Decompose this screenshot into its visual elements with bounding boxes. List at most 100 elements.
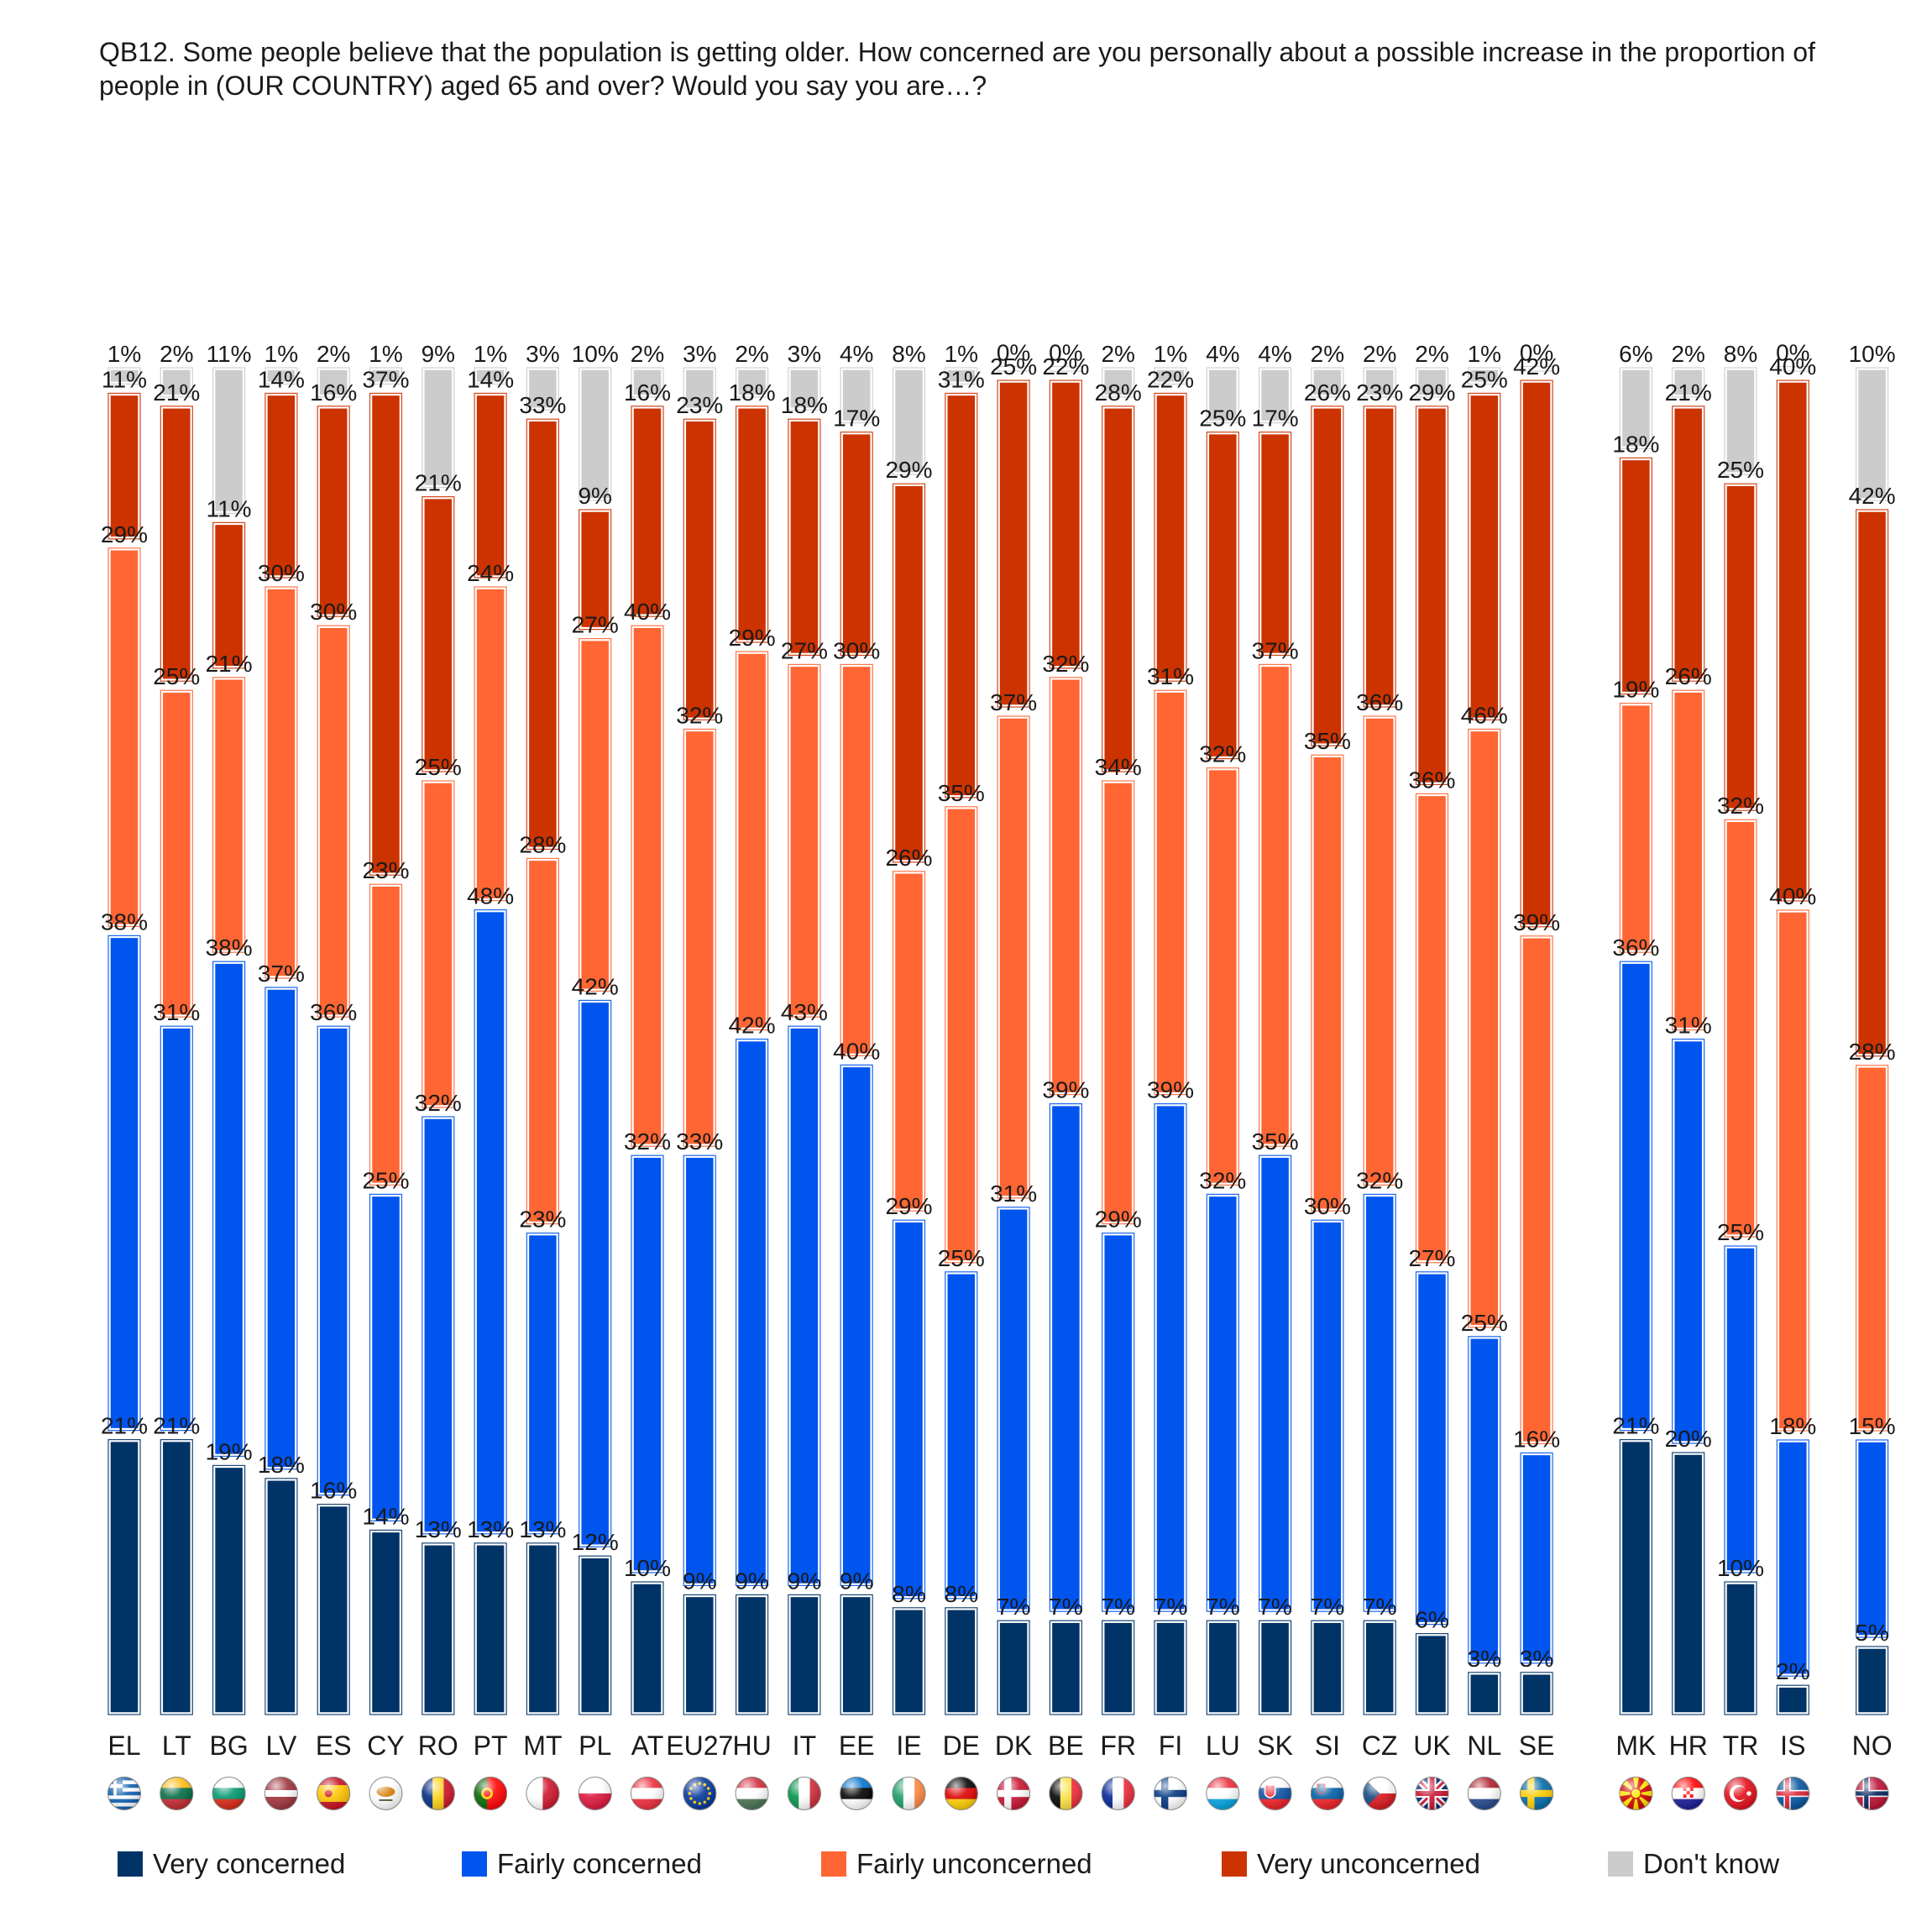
bar-outline-at-fairly-concerned — [631, 1154, 664, 1573]
bar-outline-tr-very-concerned — [1724, 1581, 1757, 1715]
bar-outline-ro-don-t-know — [421, 367, 455, 489]
bar-fi-very-unconcerned — [1155, 394, 1186, 680]
denmark-flag-icon — [997, 1777, 1031, 1810]
category-label-pt: PT — [474, 1730, 508, 1761]
bar-fr-don-t-know — [1102, 369, 1134, 396]
bar-hu-fairly-unconcerned — [736, 652, 767, 1029]
value-label-mt-fairly-unconcerned: 28% — [519, 831, 566, 857]
bar-outline-eu27-don-t-know — [683, 367, 716, 411]
bar-outline-hu-very-concerned — [735, 1594, 769, 1715]
value-label-pl-very-concerned: 12% — [572, 1529, 619, 1555]
bar-outline-be-very-concerned — [1049, 1620, 1083, 1715]
bar-outline-sk-fairly-concerned — [1258, 1154, 1292, 1612]
bar-is-fairly-unconcerned — [1778, 911, 1809, 1430]
bar-outline-bg-fairly-unconcerned — [212, 677, 246, 953]
bar-outline-ee-fairly-unconcerned — [840, 663, 873, 1057]
value-label-fi-very-concerned: 7% — [1154, 1594, 1187, 1620]
value-label-eu27-fairly-unconcerned: 32% — [676, 702, 723, 728]
bar-si-fairly-concerned — [1312, 1221, 1343, 1610]
bar-ie-very-concerned — [893, 1609, 924, 1714]
value-label-mt-very-concerned: 13% — [519, 1516, 566, 1542]
category-label-es: ES — [316, 1730, 352, 1761]
value-label-hu-very-unconcerned: 18% — [729, 380, 776, 406]
bar-outline-sk-very-concerned — [1258, 1620, 1292, 1715]
bar-hr-fairly-concerned — [1673, 1039, 1704, 1442]
bar-ro-very-unconcerned — [423, 497, 453, 771]
bar-outline-bg-very-concerned — [212, 1464, 246, 1715]
bar-uk-very-unconcerned — [1416, 407, 1448, 784]
bar-outline-de-very-concerned — [945, 1607, 978, 1715]
bar-outline-pt-very-unconcerned — [474, 392, 507, 579]
bar-be-very-unconcerned — [1050, 381, 1081, 668]
category-labels-layer: EL LT BG LV ES CY RO PT MT PL AT EU27 HU IT EE IE DE DK BE… — [107, 1730, 1892, 1761]
bar-outline-cz-very-concerned — [1363, 1620, 1396, 1715]
bar-fr-fairly-concerned — [1102, 1233, 1134, 1610]
value-label-ee-very-unconcerned: 17% — [833, 406, 880, 432]
luxembourg-flag-icon — [1206, 1777, 1240, 1810]
france-flag-icon — [1101, 1777, 1135, 1810]
bar-outline-pt-very-concerned — [474, 1542, 507, 1715]
category-label-si: SI — [1315, 1730, 1340, 1761]
bar-fi-don-t-know — [1155, 369, 1186, 384]
value-label-it-very-concerned: 9% — [788, 1568, 821, 1594]
bar-outline-dk-very-unconcerned — [997, 380, 1030, 708]
value-label-lv-fairly-concerned: 37% — [258, 961, 305, 987]
bar-hu-very-concerned — [736, 1595, 767, 1714]
bar-outline-mk-fairly-unconcerned — [1619, 702, 1653, 953]
category-label-nl: NL — [1467, 1730, 1501, 1761]
bar-hr-fairly-unconcerned — [1673, 691, 1704, 1029]
value-label-lt-don-t-know: 2% — [160, 341, 193, 367]
bar-outline-uk-very-unconcerned — [1415, 406, 1449, 785]
bar-lu-very-unconcerned — [1207, 432, 1238, 758]
value-label-no-fairly-unconcerned: 28% — [1849, 1039, 1896, 1065]
bar-outline-de-fairly-concerned — [945, 1271, 978, 1600]
bar-outline-lu-fairly-concerned — [1206, 1193, 1239, 1612]
legend-swatch-very-unconcerned — [1222, 1851, 1247, 1877]
bar-tr-fairly-concerned — [1725, 1247, 1756, 1572]
bar-sk-don-t-know — [1259, 369, 1291, 422]
bar-ee-don-t-know — [841, 369, 872, 422]
bar-outline-dk-don-t-know — [997, 365, 1030, 372]
value-label-bg-don-t-know: 11% — [207, 341, 252, 367]
bar-outline-be-fairly-concerned — [1049, 1102, 1083, 1612]
value-label-mt-fairly-concerned: 23% — [519, 1207, 566, 1233]
bar-outline-mt-very-concerned — [526, 1542, 560, 1715]
value-label-es-don-t-know: 2% — [317, 341, 350, 367]
bar-outline-nl-don-t-know — [1468, 367, 1501, 385]
bar-lu-fairly-concerned — [1207, 1195, 1238, 1610]
value-label-bg-fairly-concerned: 38% — [206, 935, 253, 961]
category-label-el: EL — [107, 1730, 140, 1761]
bar-no-don-t-know — [1856, 369, 1887, 500]
bar-pt-fairly-concerned — [475, 910, 505, 1533]
bar-outline-tr-very-unconcerned — [1724, 483, 1757, 811]
value-label-si-don-t-know: 2% — [1311, 341, 1344, 367]
bar-outline-uk-don-t-know — [1415, 367, 1449, 398]
value-label-cz-don-t-know: 2% — [1363, 341, 1396, 367]
bar-be-very-concerned — [1050, 1621, 1081, 1714]
bar-outline-lv-very-concerned — [264, 1478, 298, 1715]
bar-outline-tr-fairly-concerned — [1724, 1245, 1757, 1573]
bar-it-fairly-concerned — [789, 1027, 819, 1585]
chart-title: QB12. Some people believe that the popul… — [99, 37, 1815, 101]
category-label-tr: TR — [1723, 1730, 1759, 1761]
value-label-si-fairly-unconcerned: 35% — [1304, 728, 1351, 754]
bar-lt-don-t-know — [161, 369, 192, 396]
bar-outline-fi-fairly-concerned — [1154, 1102, 1187, 1612]
bar-outline-no-very-concerned — [1856, 1646, 1889, 1715]
bar-es-fairly-unconcerned — [318, 626, 348, 1016]
bar-de-very-unconcerned — [946, 394, 976, 797]
bar-ee-very-concerned — [841, 1595, 872, 1714]
uk-flag-icon — [1415, 1777, 1449, 1810]
bar-outline-fr-very-unconcerned — [1102, 406, 1135, 772]
value-label-sk-fairly-concerned: 35% — [1252, 1128, 1299, 1154]
category-label-uk: UK — [1413, 1730, 1450, 1761]
bar-outline-mk-very-concerned — [1619, 1438, 1653, 1715]
bar-outline-no-don-t-know — [1856, 367, 1889, 501]
value-label-sk-don-t-know: 4% — [1258, 341, 1291, 367]
bar-outline-pl-fairly-unconcerned — [579, 637, 612, 992]
bar-outline-eu27-very-concerned — [683, 1594, 716, 1715]
bar-outline-is-fairly-unconcerned — [1776, 909, 1809, 1432]
bar-eu27-don-t-know — [684, 369, 715, 409]
bar-outline-tr-don-t-know — [1724, 367, 1757, 475]
bar-outline-lt-fairly-concerned — [160, 1025, 193, 1432]
